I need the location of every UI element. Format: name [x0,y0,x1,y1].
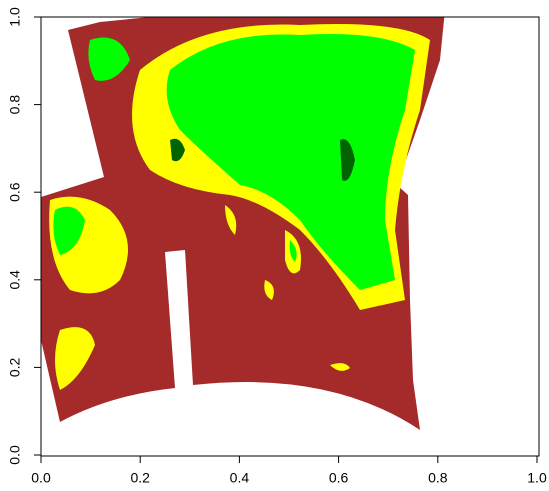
y-tick-label: 0.0 [7,445,23,465]
y-tick-label: 0.2 [7,357,23,377]
y-tick-label: 0.6 [7,182,23,202]
chart: 0.0 0.2 0.4 0.6 0.8 1.0 0.0 0.2 0.4 0.6 0.8 1.0 [0,0,549,491]
x-tick-label: 1.0 [527,470,547,486]
raster [41,10,445,430]
y-tick-label: 0.8 [7,95,23,115]
y-tick-label: 1.0 [7,7,23,27]
x-tick-label: 0.4 [230,470,250,486]
y-tick-label: 0.4 [7,270,23,290]
x-tick-label: 0.8 [428,470,448,486]
page: 0.00.20.40.60.81.00.00.20.40.60.81.0 (()… [0,0,549,491]
x-tick-label: 0.6 [329,470,349,486]
x-tick-label: 0.0 [31,470,51,486]
x-tick-label: 0.2 [130,470,150,486]
